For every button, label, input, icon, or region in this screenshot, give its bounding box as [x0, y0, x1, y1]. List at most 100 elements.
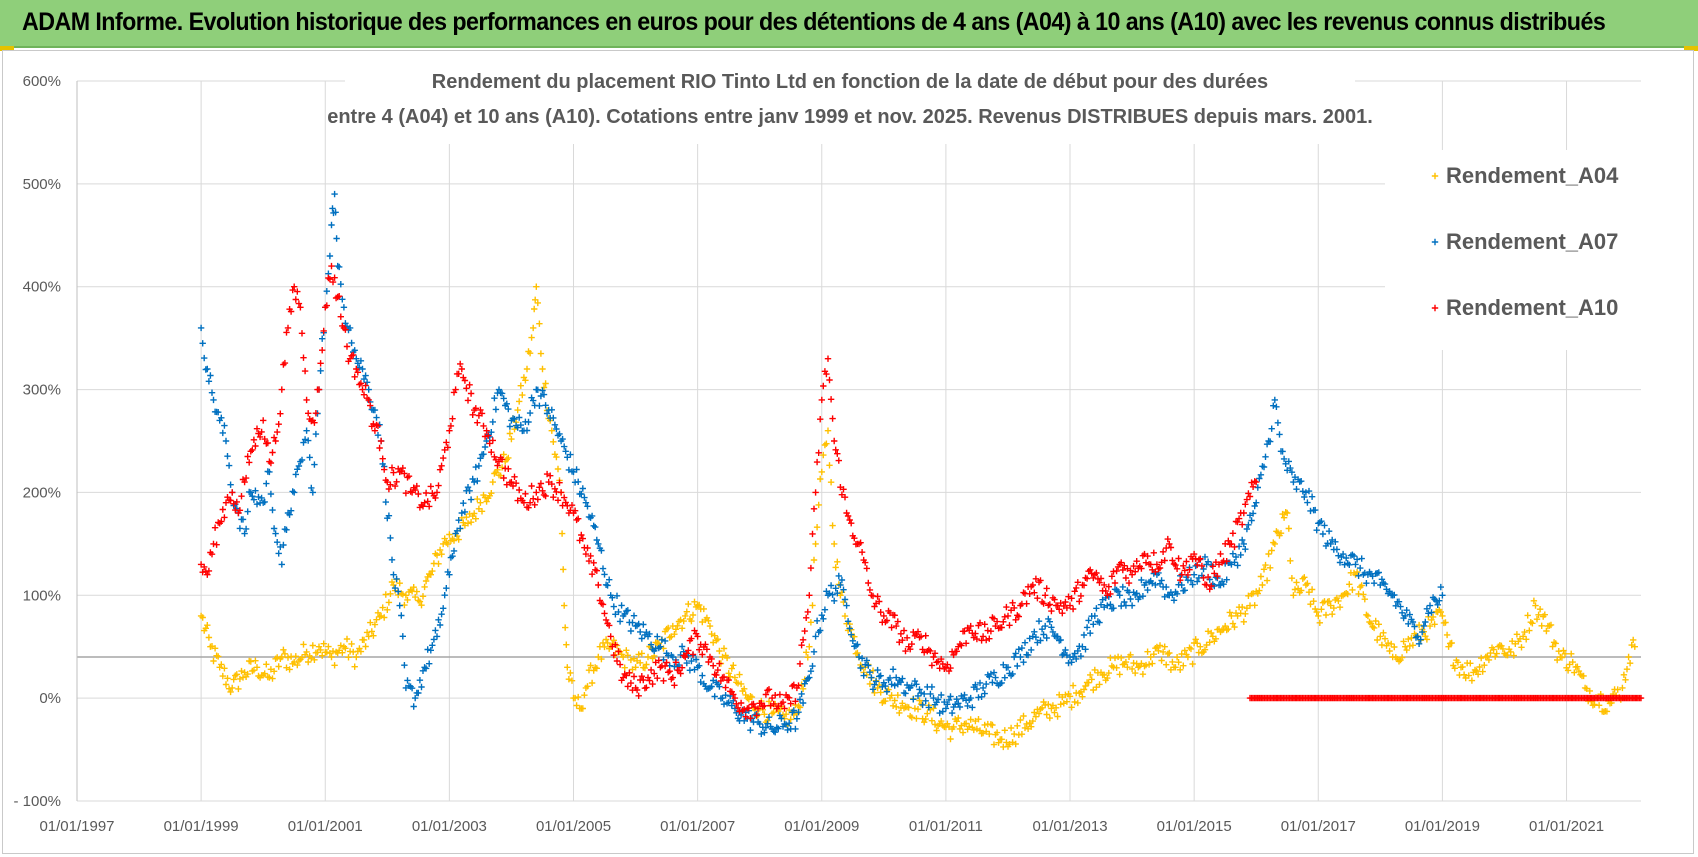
- data-point: [1158, 577, 1165, 584]
- data-point: [495, 386, 503, 393]
- data-point: [880, 679, 887, 686]
- data-point: [274, 428, 281, 436]
- data-point: [799, 699, 807, 707]
- data-point: [1001, 613, 1008, 620]
- data-point: [1350, 552, 1358, 560]
- data-point: [1523, 636, 1530, 643]
- data-point: [959, 729, 967, 736]
- data-point: [489, 418, 496, 426]
- data-point: [1305, 487, 1313, 495]
- data-point: [1249, 483, 1257, 490]
- data-point: [427, 483, 434, 490]
- data-point: [1206, 586, 1213, 593]
- data-point: [500, 474, 507, 482]
- data-point: [1152, 581, 1159, 589]
- data-point: [813, 524, 821, 531]
- data-point: [1132, 669, 1139, 677]
- data-point: [1575, 667, 1583, 675]
- data-point: [868, 674, 875, 681]
- data-point: [812, 489, 819, 496]
- data-point: [820, 382, 827, 390]
- data-point: [390, 469, 397, 476]
- data-point: [938, 655, 945, 663]
- data-point: [1147, 561, 1154, 568]
- data-point: [635, 692, 642, 699]
- data-point: [809, 530, 816, 538]
- data-point: [1299, 488, 1306, 495]
- x-tick-label: 01/01/2021: [1529, 818, 1604, 835]
- data-point: [734, 704, 742, 711]
- data-point: [1304, 499, 1311, 506]
- data-point: [710, 662, 717, 669]
- x-tick-label: 01/01/2007: [660, 818, 735, 835]
- data-point: [235, 685, 242, 693]
- data-point: [371, 427, 379, 434]
- data-point: [1346, 581, 1353, 588]
- data-point: [1091, 666, 1098, 674]
- data-point: [1243, 496, 1251, 503]
- data-point: [947, 693, 954, 700]
- data-point: [263, 480, 270, 487]
- data-point: [489, 437, 496, 444]
- data-point: [1346, 561, 1353, 568]
- data-point: [765, 686, 773, 693]
- data-point: [404, 474, 411, 481]
- data-point: [1536, 606, 1544, 613]
- data-point: [840, 486, 847, 493]
- data-point: [301, 367, 309, 375]
- data-point: [1166, 540, 1173, 548]
- data-point: [221, 665, 228, 672]
- data-point: [1071, 698, 1078, 706]
- data-point: [865, 662, 872, 669]
- legend-label: Rendement_A07: [1446, 229, 1618, 254]
- data-point: [790, 707, 797, 714]
- data-point: [199, 614, 206, 621]
- data-point: [416, 598, 424, 605]
- data-point: [1127, 567, 1134, 574]
- data-point: [517, 382, 524, 389]
- data-point: [1056, 606, 1063, 613]
- data-point: [526, 499, 534, 506]
- data-point: [609, 594, 616, 601]
- data-point: [474, 477, 481, 485]
- data-point: [841, 494, 849, 501]
- data-point: [319, 652, 326, 659]
- data-point: [249, 446, 256, 454]
- data-point: [443, 585, 450, 592]
- data-point: [725, 699, 732, 706]
- data-point: [672, 659, 680, 666]
- data-point: [508, 435, 515, 443]
- data-point: [588, 512, 596, 520]
- data-point: [689, 611, 697, 619]
- data-point: [1197, 555, 1204, 562]
- data-point: [571, 694, 579, 702]
- data-point: [1208, 582, 1215, 590]
- y-tick-label: 100%: [23, 587, 61, 604]
- data-point: [1239, 536, 1246, 544]
- data-point: [215, 653, 222, 660]
- data-point: [303, 396, 310, 404]
- data-point: [270, 525, 278, 532]
- data-point: [342, 645, 349, 652]
- data-point: [1415, 621, 1423, 629]
- data-point: [548, 406, 555, 413]
- data-point: [308, 484, 315, 492]
- data-point: [990, 669, 998, 676]
- data-point: [300, 354, 307, 361]
- data-point: [1054, 713, 1061, 720]
- data-point: [1243, 525, 1251, 533]
- data-point: [219, 672, 226, 680]
- data-point: [1186, 566, 1193, 573]
- data-point: [553, 453, 560, 461]
- data-point: [374, 432, 382, 439]
- data-point: [412, 694, 419, 702]
- data-point: [500, 451, 507, 458]
- data-point: [1122, 574, 1130, 582]
- data-point: [815, 449, 822, 456]
- data-point: [415, 689, 422, 697]
- data-point: [215, 409, 222, 416]
- data-point: [838, 576, 846, 584]
- data-point: [799, 685, 807, 692]
- data-point: [312, 410, 320, 417]
- data-point: [1225, 625, 1232, 633]
